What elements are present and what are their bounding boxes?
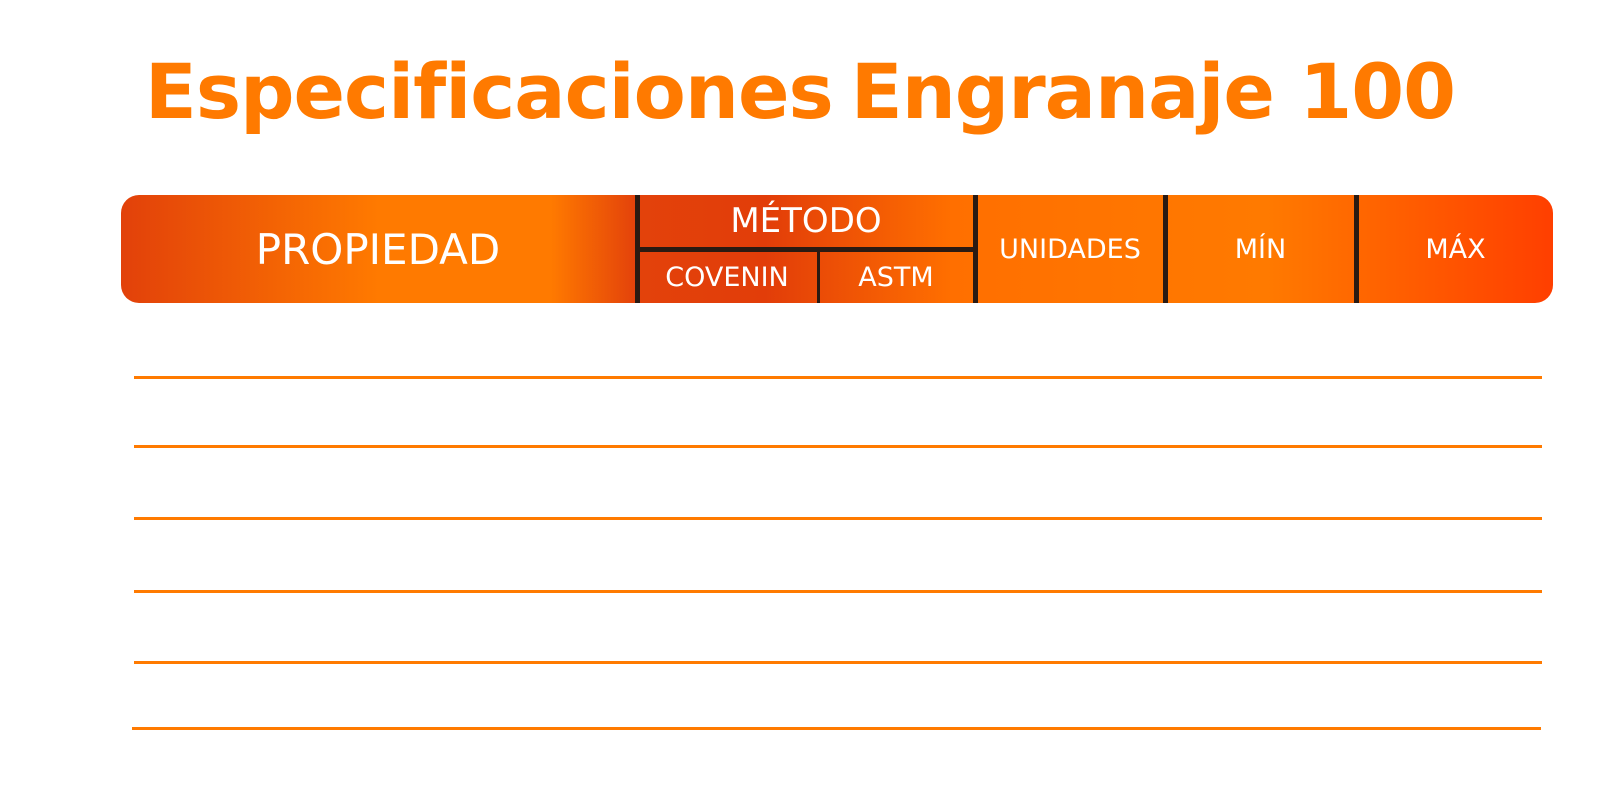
header-divider [635,195,640,303]
header-divider [973,195,978,303]
header-divider [1354,195,1359,303]
header-metodo-group: MÉTODO COVENIN ASTM [639,195,973,303]
page-title: Especificaciones Engranaje 100 [0,44,1600,140]
table-row-line [132,727,1541,730]
title-part-especificaciones: Especificaciones [144,47,834,136]
table-row-line [134,445,1542,448]
table-row-line [134,376,1542,379]
header-divider [1163,195,1168,303]
header-covenin: COVENIN [665,262,789,293]
header-subdivider [817,252,820,303]
header-max: MÁX [1425,233,1486,265]
header-unidades: UNIDADES [999,233,1141,265]
table-row-line [134,590,1542,593]
table-row-line [134,661,1542,664]
header-metodo: MÉTODO [730,201,882,241]
table-row-line [134,517,1542,520]
header-astm: ASTM [858,262,934,293]
header-min: MÍN [1234,233,1287,265]
header-metodo-divider [639,247,973,252]
header-propiedad: PROPIEDAD [255,224,501,274]
title-part-engranaje: Engranaje 100 [850,47,1456,136]
table-header: PROPIEDAD MÉTODO COVENIN ASTM UNIDADES M… [121,195,1553,303]
